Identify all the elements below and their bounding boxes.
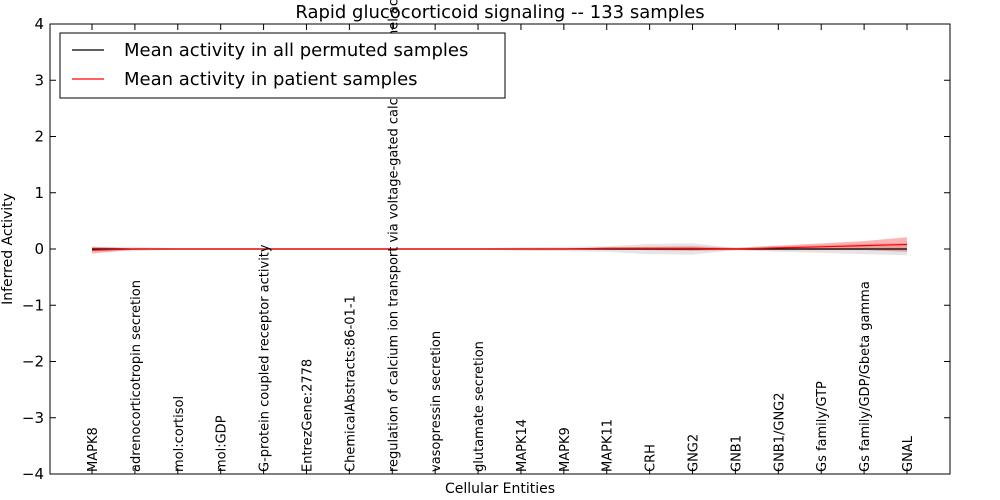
plot-area [91, 237, 908, 256]
y-tick-label: −1 [22, 296, 44, 314]
legend: Mean activity in all permuted samples Me… [59, 32, 506, 99]
x-category-label: MAPK8 [86, 427, 101, 472]
x-category-label: vasopressin secretion [429, 331, 444, 472]
y-tick-label: 2 [34, 128, 44, 146]
x-axis-label: Cellular Entities [445, 481, 555, 497]
x-category-label: EntrezGene:2778 [301, 359, 316, 472]
x-category-label: GNAL [901, 435, 916, 472]
line-series-1 [91, 243, 908, 251]
x-category-label: MAPK11 [601, 419, 616, 472]
y-tick-label: 1 [34, 184, 44, 202]
legend-label-permuted: Mean activity in all permuted samples [124, 40, 468, 61]
x-category-label: Gs family/GTP [815, 381, 830, 472]
y-tick-label: 4 [34, 15, 44, 33]
x-category-label: adrenocorticotropin secretion [129, 280, 144, 472]
x-category-label: G-protein coupled receptor activity [258, 244, 273, 472]
x-category-labels: MAPK8 adrenocorticotropin secretion mol:co… [86, 0, 916, 472]
chart-title: Rapid glucocorticoid signaling -- 133 sa… [295, 2, 704, 23]
x-category-label: CRH [644, 444, 659, 472]
y-tick-label: 3 [34, 71, 44, 89]
x-category-label: mol:cortisol [172, 396, 187, 472]
x-category-label: glutamate secretion [472, 341, 487, 472]
x-category-label: GNB1 [729, 435, 744, 472]
y-tick-label: 0 [34, 240, 44, 258]
legend-box [59, 32, 506, 99]
x-category-label: GNG2 [687, 434, 702, 472]
x-category-label: MAPK14 [515, 419, 530, 472]
x-category-label: regulation of calcium ion transport via … [386, 0, 401, 472]
axis-ticks: −4 −3 −2 −1 0 1 2 3 4 [22, 15, 950, 483]
legend-label-patient: Mean activity in patient samples [124, 69, 418, 90]
y-axis-label: Inferred Activity [0, 193, 16, 305]
x-category-label: Gs family/GDP/Gbeta gamma [858, 281, 873, 472]
x-category-label: mol:GDP [215, 415, 230, 472]
x-category-label: GNB1/GNG2 [772, 392, 787, 472]
y-tick-label: −2 [22, 353, 44, 371]
x-category-label: MAPK9 [558, 427, 573, 472]
x-category-label: ChemicalAbstracts:86-01-1 [343, 295, 358, 472]
y-tick-label: −4 [22, 465, 44, 483]
y-tick-label: −3 [22, 409, 44, 427]
